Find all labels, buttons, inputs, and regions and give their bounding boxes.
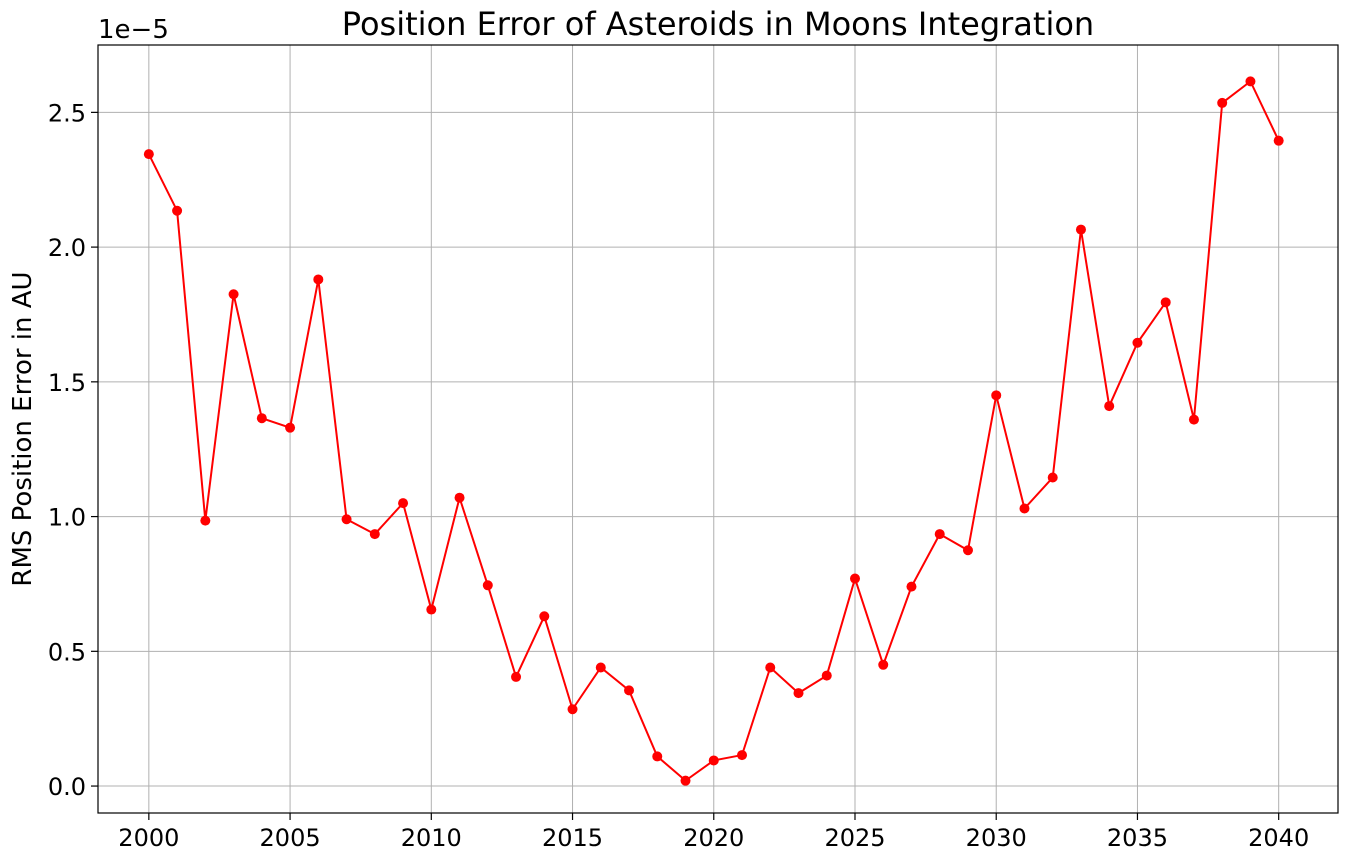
x-tick-label: 2025 bbox=[824, 824, 885, 852]
data-point bbox=[652, 751, 663, 762]
data-point bbox=[454, 492, 465, 503]
x-tick-label: 2005 bbox=[260, 824, 321, 852]
data-point bbox=[567, 704, 578, 715]
data-point bbox=[595, 662, 606, 673]
data-point bbox=[765, 662, 776, 673]
data-point bbox=[680, 775, 691, 786]
y-tick-label: 2.5 bbox=[48, 99, 86, 127]
y-axis-label: RMS Position Error in AU bbox=[8, 271, 38, 586]
data-point bbox=[906, 581, 917, 592]
chart-title: Position Error of Asteroids in Moons Int… bbox=[342, 5, 1094, 43]
x-tick-label: 2000 bbox=[118, 824, 179, 852]
data-point bbox=[369, 529, 380, 540]
plot-frame bbox=[97, 44, 1339, 814]
x-tick-label: 2035 bbox=[1107, 824, 1168, 852]
data-point bbox=[1188, 414, 1199, 425]
data-point bbox=[1273, 135, 1284, 146]
data-point bbox=[511, 671, 522, 682]
x-tick-label: 2010 bbox=[401, 824, 462, 852]
x-tick-label: 2030 bbox=[966, 824, 1027, 852]
y-tick-label: 0.5 bbox=[48, 638, 86, 666]
data-point bbox=[793, 688, 804, 699]
data-point bbox=[878, 659, 889, 670]
data-point bbox=[1217, 97, 1228, 108]
data-point bbox=[398, 498, 409, 509]
data-point bbox=[1132, 337, 1143, 348]
x-axis: 2000 2005 2010 2015 2020 2025 2030 2035 2040 bbox=[118, 813, 1309, 852]
y-tick-label: 0.0 bbox=[48, 773, 86, 801]
x-tick-label: 2015 bbox=[542, 824, 603, 852]
grid bbox=[98, 45, 1338, 813]
data-point bbox=[849, 573, 860, 584]
data-point bbox=[991, 390, 1002, 401]
data-point bbox=[200, 515, 211, 526]
data-point bbox=[1019, 503, 1030, 514]
data-point bbox=[1104, 401, 1115, 412]
y-tick-label: 2.0 bbox=[48, 234, 86, 262]
data-point bbox=[172, 205, 183, 216]
data-point bbox=[482, 580, 493, 591]
data-point bbox=[426, 604, 437, 615]
x-tick-label: 2040 bbox=[1248, 824, 1309, 852]
x-tick-label: 2020 bbox=[683, 824, 744, 852]
data-point bbox=[313, 274, 324, 285]
data-point bbox=[737, 750, 748, 761]
data-point bbox=[1075, 224, 1086, 235]
series-group bbox=[143, 76, 1284, 786]
data-point bbox=[143, 149, 154, 160]
data-point bbox=[821, 670, 832, 681]
data-point bbox=[708, 755, 719, 766]
y-axis-offset-label: 1e−5 bbox=[98, 15, 169, 45]
data-point bbox=[341, 514, 352, 525]
data-point bbox=[539, 611, 550, 622]
data-point bbox=[962, 545, 973, 556]
y-axis: 0.0 0.5 1.0 1.5 2.0 2.5 bbox=[48, 99, 98, 801]
data-point bbox=[256, 413, 267, 424]
data-point bbox=[624, 685, 635, 696]
data-point bbox=[1047, 472, 1058, 483]
y-tick-label: 1.5 bbox=[48, 369, 86, 397]
data-point bbox=[934, 529, 945, 540]
data-point bbox=[1245, 76, 1256, 87]
data-point bbox=[285, 422, 296, 433]
y-tick-label: 1.0 bbox=[48, 504, 86, 532]
data-point bbox=[228, 289, 239, 300]
data-point bbox=[1160, 297, 1171, 308]
